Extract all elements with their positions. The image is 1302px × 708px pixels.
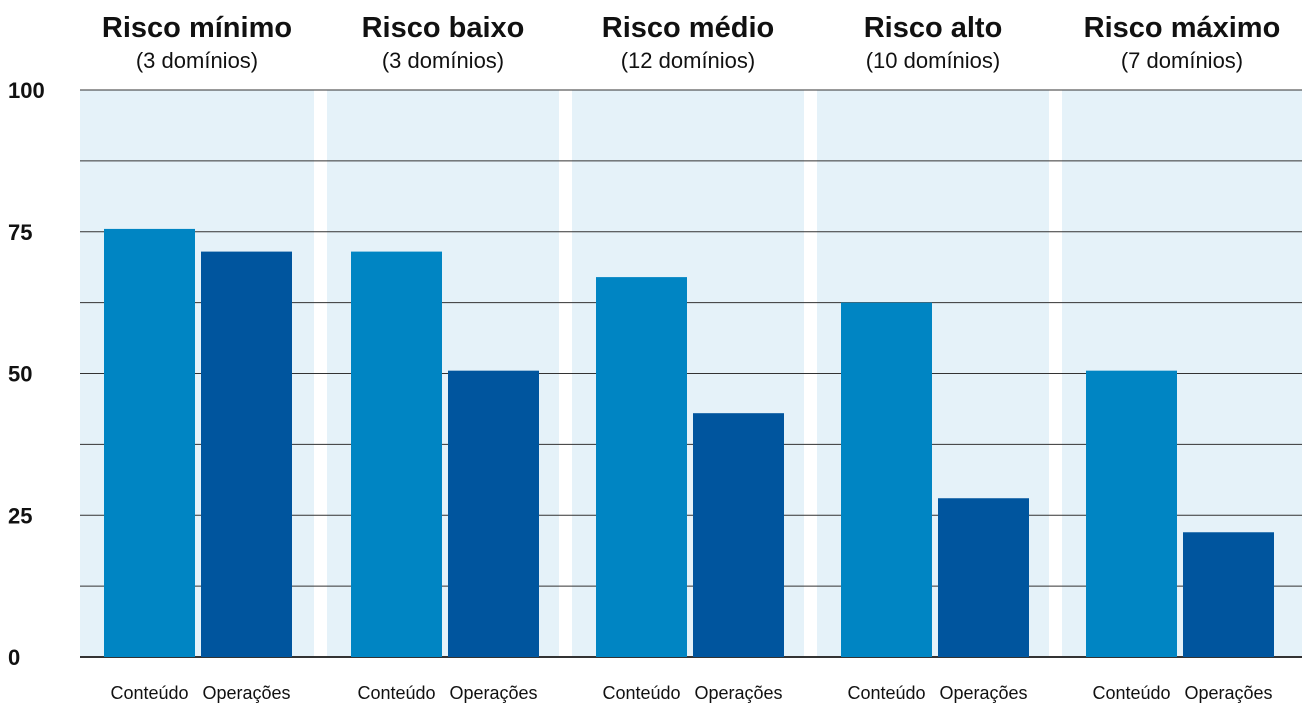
bar bbox=[1183, 532, 1274, 657]
y-tick-label: 50 bbox=[8, 362, 32, 387]
group-title: Risco mínimo bbox=[102, 12, 292, 44]
group-title: Risco máximo bbox=[1084, 12, 1281, 44]
y-tick-label: 75 bbox=[8, 220, 32, 245]
bars bbox=[104, 228, 1274, 658]
bar bbox=[596, 277, 687, 657]
y-axis: 0 25 50 75 100 bbox=[8, 78, 45, 670]
group-subtitle: (3 domínios) bbox=[136, 48, 258, 73]
bar bbox=[351, 251, 442, 657]
x-category-label: Conteúdo bbox=[110, 683, 188, 703]
x-category-label: Conteúdo bbox=[847, 683, 925, 703]
group-title: Risco baixo bbox=[362, 12, 525, 44]
x-category-label: Operações bbox=[449, 683, 537, 703]
group-subtitle: (7 domínios) bbox=[1121, 48, 1243, 73]
x-category-label: Operações bbox=[1184, 683, 1272, 703]
bar bbox=[201, 251, 292, 657]
y-tick-label: 25 bbox=[8, 503, 32, 528]
bar bbox=[841, 302, 932, 657]
group-title: Risco alto bbox=[864, 12, 1003, 44]
y-tick-label: 0 bbox=[8, 645, 20, 670]
bar bbox=[938, 498, 1029, 657]
x-category-label: Conteúdo bbox=[357, 683, 435, 703]
y-tick-label: 100 bbox=[8, 78, 45, 103]
group-subtitle: (10 domínios) bbox=[866, 48, 1001, 73]
x-axis-labels: Conteúdo Operações Conteúdo Operações Conteú… bbox=[110, 683, 1272, 703]
group-subtitle: (3 domínios) bbox=[382, 48, 504, 73]
bar bbox=[693, 413, 784, 657]
x-category-label: Operações bbox=[939, 683, 1027, 703]
x-category-label: Conteúdo bbox=[1092, 683, 1170, 703]
x-category-label: Operações bbox=[694, 683, 782, 703]
group-subtitle: (12 domínios) bbox=[621, 48, 756, 73]
group-titles: Risco mínimo (3 domínios) Risco baixo (3 do… bbox=[102, 12, 1280, 73]
bar bbox=[104, 228, 195, 658]
group-title: Risco médio bbox=[602, 12, 774, 44]
bar bbox=[448, 370, 539, 657]
x-category-label: Conteúdo bbox=[602, 683, 680, 703]
bar bbox=[1086, 370, 1177, 657]
x-category-label: Operações bbox=[202, 683, 290, 703]
